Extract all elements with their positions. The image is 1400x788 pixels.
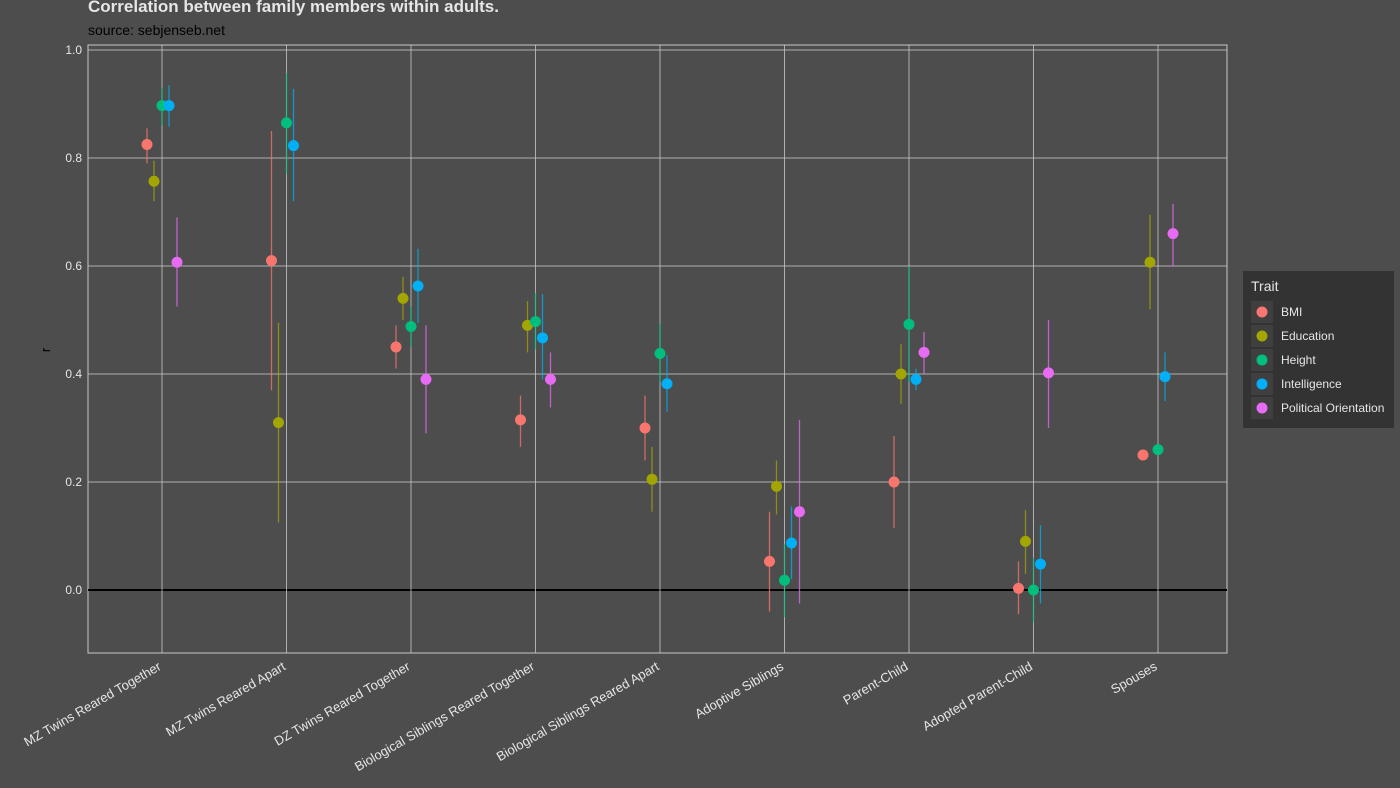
data-point (1152, 444, 1164, 456)
chart-title: Correlation between family members withi… (88, 0, 499, 16)
data-point (390, 341, 402, 353)
y-axis-label: r (38, 347, 53, 352)
data-point (895, 368, 907, 380)
data-point (515, 414, 526, 426)
plot-panel-border (87, 44, 1228, 654)
data-point (397, 292, 409, 304)
data-point (646, 473, 658, 485)
data-point (1159, 371, 1171, 383)
data-point (163, 100, 175, 112)
data-point (918, 346, 930, 358)
legend-item-label: Height (1281, 353, 1316, 367)
data-point (1035, 558, 1046, 570)
data-point (266, 255, 277, 267)
chart-subtitle: source: sebjenseb.net (88, 22, 225, 38)
data-point (273, 417, 284, 429)
data-point (1137, 449, 1149, 461)
data-point (910, 373, 922, 385)
y-tick-label: 0.8 (65, 151, 82, 165)
data-point (141, 139, 153, 150)
legend-title: Trait (1251, 278, 1279, 294)
legend-item-label: Intelligence (1281, 377, 1342, 391)
data-point (545, 373, 556, 385)
data-point (288, 140, 299, 152)
y-tick-label: 1.0 (65, 43, 82, 57)
legend-key-marker (1256, 354, 1268, 366)
data-point (794, 506, 805, 518)
data-point (779, 574, 790, 586)
legend: Trait BMI Education Height Intelligence Poli… (1243, 271, 1394, 428)
data-point (537, 332, 548, 344)
data-point (1013, 582, 1024, 594)
legend-key-marker (1256, 402, 1268, 414)
data-point (412, 280, 424, 292)
legend-key-marker (1256, 378, 1268, 390)
data-point (654, 347, 666, 359)
data-point (171, 256, 183, 268)
data-point (786, 537, 797, 549)
data-point (1144, 256, 1156, 268)
legend-key-marker (1256, 306, 1268, 318)
data-point (405, 320, 417, 332)
data-point (1028, 584, 1039, 596)
data-point (764, 555, 775, 567)
legend-item-label: Education (1281, 329, 1334, 343)
y-tick-label: 0.0 (65, 583, 82, 597)
data-point (530, 316, 541, 328)
legend-key-marker (1256, 330, 1268, 342)
legend-item-label: BMI (1281, 305, 1302, 319)
data-point (771, 480, 782, 492)
data-point (639, 422, 651, 434)
data-point (1020, 535, 1031, 547)
y-tick-label: 0.2 (65, 475, 82, 489)
data-point (888, 476, 900, 488)
data-point (148, 175, 160, 187)
y-tick-label: 0.6 (65, 259, 82, 273)
data-point (903, 318, 915, 330)
y-tick-label: 0.4 (65, 367, 82, 381)
legend-item-label: Political Orientation (1281, 401, 1384, 415)
data-point (661, 378, 673, 390)
data-point (1167, 228, 1179, 240)
data-point (281, 117, 292, 129)
data-point (1043, 367, 1054, 379)
data-point (420, 373, 432, 385)
